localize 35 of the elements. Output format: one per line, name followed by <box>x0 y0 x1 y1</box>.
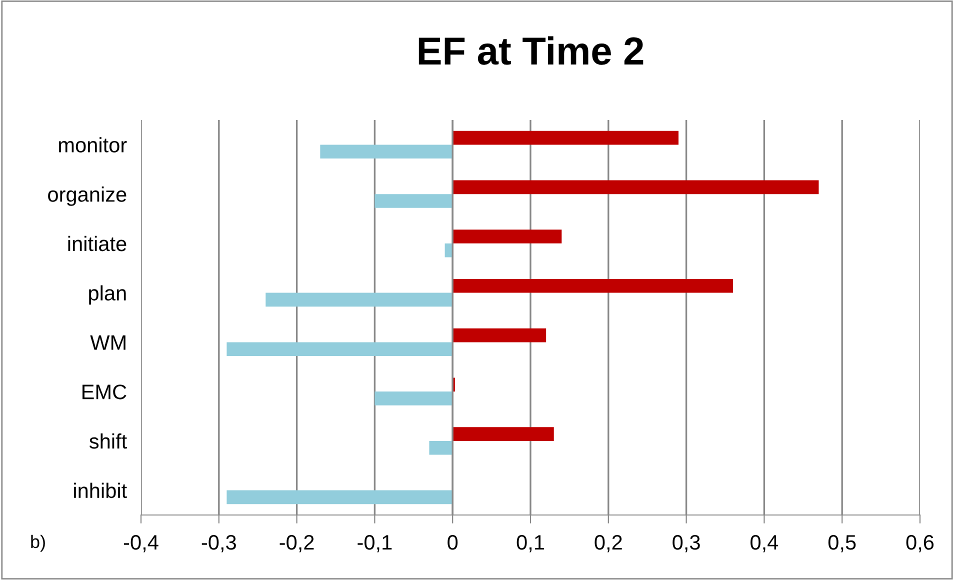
x-tick-label: -0,3 <box>202 534 236 552</box>
bar <box>452 230 562 244</box>
bar <box>452 130 679 145</box>
x-tick-label: 0,1 <box>516 534 544 552</box>
y-tick-label: organize <box>48 186 126 206</box>
y-tick-label: monitor <box>59 137 127 152</box>
bar <box>452 278 734 293</box>
x-tick-label: 0,2 <box>594 534 622 552</box>
x-tick-label: 0 <box>448 534 458 550</box>
bar <box>452 427 554 441</box>
x-tick-label: -0,4 <box>124 534 158 552</box>
x-tick-label: 0,3 <box>672 534 700 552</box>
x-tick-label: 0,5 <box>828 534 856 552</box>
bar <box>452 328 546 342</box>
bar <box>444 243 453 258</box>
x-tick-label: 0,6 <box>906 534 934 552</box>
y-tick-label: EMC <box>82 384 126 400</box>
y-tick-label: shift <box>89 433 127 449</box>
y-tick-label: inhibit <box>74 482 127 498</box>
bar <box>429 440 453 455</box>
text: b) <box>31 534 45 552</box>
chart-title: EF at Time 2 <box>418 36 644 65</box>
bar <box>226 490 453 504</box>
bar <box>452 180 819 194</box>
bar <box>320 144 453 159</box>
y-tick-label: plan <box>89 285 126 305</box>
bar <box>226 342 453 356</box>
y-tick-label: initiate <box>68 236 126 252</box>
x-tick-label: -0,1 <box>358 534 392 552</box>
x-tick-label: -0,2 <box>280 534 314 552</box>
x-tick-label: 0,4 <box>750 534 778 552</box>
bar <box>266 292 453 307</box>
y-tick-label: WM <box>90 335 126 350</box>
bar <box>374 194 453 208</box>
bar <box>374 392 453 406</box>
